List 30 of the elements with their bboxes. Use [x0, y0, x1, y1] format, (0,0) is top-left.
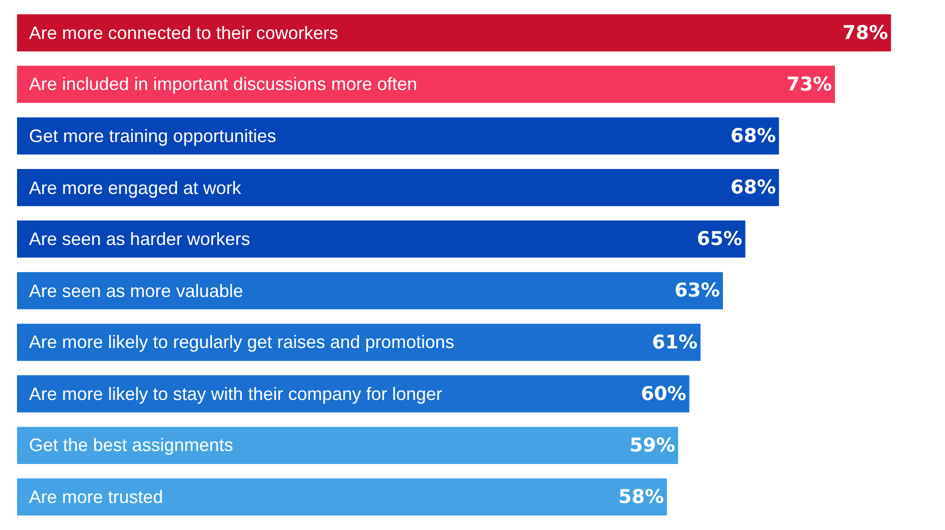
data-label: 61% — [652, 331, 698, 354]
y-tick-label: Are more likely to regularly get raises and promotions — [29, 332, 454, 352]
bar — [17, 117, 779, 155]
y-tick-label: Get more training opportunities — [29, 126, 276, 146]
data-label: 59% — [630, 434, 676, 456]
y-tick-label: Are included in important discussions more often — [29, 74, 418, 94]
y-tick-label: Are more likely to stay with their company for longer — [29, 384, 442, 404]
data-label: 78% — [842, 22, 888, 44]
y-tick-label: Are more trusted — [29, 487, 164, 507]
y-tick-label: Are seen as more valuable — [29, 281, 244, 301]
y-tick-label: Are more connected to their coworkers — [29, 23, 338, 43]
bar — [17, 478, 667, 516]
data-label: 60% — [640, 382, 686, 405]
data-label: 63% — [674, 280, 720, 302]
data-label: 65% — [696, 228, 742, 250]
bar — [17, 272, 723, 310]
bar — [17, 375, 690, 412]
y-tick-label: Are seen as harder workers — [29, 229, 250, 249]
data-label: 68% — [730, 176, 776, 199]
bar — [17, 168, 779, 206]
bar — [17, 324, 701, 361]
bar — [17, 426, 678, 464]
data-label: 73% — [786, 73, 832, 96]
data-label: 58% — [618, 486, 664, 508]
y-tick-label: Get the best assignments — [29, 435, 234, 455]
bar — [17, 66, 835, 103]
data-label: 68% — [730, 124, 776, 147]
bar — [17, 14, 891, 52]
bar — [17, 220, 746, 258]
y-tick-label: Are more engaged at work — [29, 178, 242, 198]
